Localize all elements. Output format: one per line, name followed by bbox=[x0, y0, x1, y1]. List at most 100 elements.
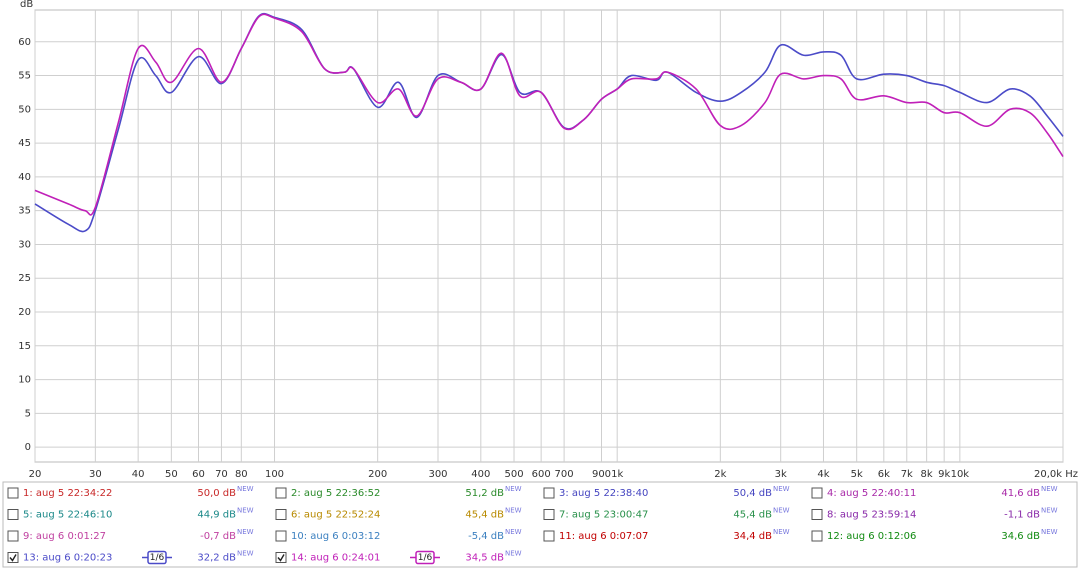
checkbox[interactable] bbox=[275, 509, 287, 520]
x-tick-label: 400 bbox=[471, 469, 490, 480]
measurement-reading: -0,7 dB bbox=[200, 531, 236, 542]
checkbox[interactable] bbox=[543, 487, 555, 499]
x-tick-label: 8k bbox=[921, 469, 933, 480]
measurement-name[interactable]: 2: aug 5 22:36:52 bbox=[291, 488, 380, 499]
y-tick-label: 20 bbox=[18, 307, 31, 318]
x-tick-label: 1k bbox=[611, 469, 623, 480]
new-badge: NEW bbox=[237, 550, 254, 558]
x-tick-label: 9k bbox=[938, 469, 950, 480]
checkbox[interactable] bbox=[7, 530, 19, 542]
new-badge: NEW bbox=[505, 485, 522, 493]
measurement-name[interactable]: 11: aug 6 0:07:07 bbox=[559, 531, 648, 542]
new-badge: NEW bbox=[237, 485, 254, 493]
measurement-reading: -5,4 dB bbox=[468, 531, 504, 542]
x-tick-label: 900 bbox=[592, 469, 611, 480]
x-tick-label: 50 bbox=[165, 469, 178, 480]
y-tick-label: 0 bbox=[25, 442, 31, 453]
y-tick-label: 55 bbox=[18, 71, 31, 82]
x-tick-label: 60 bbox=[192, 469, 205, 480]
measurement-name[interactable]: 9: aug 6 0:01:27 bbox=[23, 531, 106, 542]
checkbox[interactable] bbox=[543, 509, 555, 520]
checkbox[interactable] bbox=[7, 487, 19, 499]
y-tick-label: 45 bbox=[18, 138, 31, 149]
measurement-name[interactable]: 5: aug 5 22:46:10 bbox=[23, 510, 112, 521]
y-tick-label: 40 bbox=[18, 172, 31, 183]
x-tick-label: 40 bbox=[132, 469, 145, 480]
new-badge: NEW bbox=[773, 507, 790, 515]
checkbox[interactable] bbox=[811, 487, 823, 499]
x-tick-label: 6k bbox=[878, 469, 890, 480]
measurement-name[interactable]: 7: aug 5 23:00:47 bbox=[559, 510, 648, 521]
measurement-reading: 32,2 dB bbox=[197, 553, 236, 564]
measurement-reading: 45,4 dB bbox=[733, 510, 772, 521]
x-tick-label: 30 bbox=[89, 469, 102, 480]
x-tick-label: 200 bbox=[368, 469, 387, 480]
new-badge: NEW bbox=[773, 528, 790, 536]
measurement-name[interactable]: 13: aug 6 0:20:23 bbox=[23, 553, 112, 564]
y-tick-label: 5 bbox=[25, 408, 31, 419]
y-tick-label: 15 bbox=[18, 341, 31, 352]
x-tick-label: 100 bbox=[265, 469, 284, 480]
x-tick-label: 70 bbox=[215, 469, 228, 480]
y-tick-label: 30 bbox=[18, 239, 31, 250]
x-tick-label: 300 bbox=[428, 469, 447, 480]
plot-area bbox=[34, 9, 1064, 463]
measurement-name[interactable]: 4: aug 5 22:40:11 bbox=[827, 488, 916, 499]
x-tick-label: 80 bbox=[235, 469, 248, 480]
measurement-name[interactable]: 14: aug 6 0:24:01 bbox=[291, 553, 380, 564]
measurement-name[interactable]: 6: aug 5 22:52:24 bbox=[291, 510, 380, 521]
x-tick-label: 20 bbox=[29, 469, 42, 480]
new-badge: NEW bbox=[773, 485, 790, 493]
measurement-name[interactable]: 12: aug 6 0:12:06 bbox=[827, 531, 916, 542]
checkbox[interactable] bbox=[811, 509, 823, 520]
measurement-name[interactable]: 1: aug 5 22:34:22 bbox=[23, 488, 112, 499]
y-tick-label: 60 bbox=[18, 37, 31, 48]
x-tick-label: 4k bbox=[817, 469, 829, 480]
measurement-reading: 50,4 dB bbox=[733, 488, 772, 499]
checkbox[interactable] bbox=[275, 487, 287, 499]
smoothing-label: 1/6 bbox=[150, 553, 165, 563]
curve bbox=[34, 13, 1064, 216]
smoothing-box[interactable] bbox=[147, 550, 167, 565]
measurement-reading: 34,5 dB bbox=[465, 553, 504, 564]
x-tick-label: 500 bbox=[504, 469, 523, 480]
checkbox[interactable] bbox=[7, 552, 19, 563]
y-tick-label: 50 bbox=[18, 104, 31, 115]
measurement-reading: 34,6 dB bbox=[1001, 531, 1040, 542]
new-badge: NEW bbox=[1041, 528, 1058, 536]
measurement-reading: 51,2 dB bbox=[465, 488, 504, 499]
checkbox[interactable] bbox=[275, 530, 287, 542]
new-badge: NEW bbox=[237, 507, 254, 515]
new-badge: NEW bbox=[505, 550, 522, 558]
x-tick-label: 20,0k Hz bbox=[1034, 469, 1078, 480]
x-tick-label: 2k bbox=[714, 469, 726, 480]
smoothing-label: 1/6 bbox=[418, 553, 433, 563]
y-axis-label: dB bbox=[20, 0, 33, 10]
smoothing-box[interactable] bbox=[415, 550, 435, 565]
x-tick-label: 5k bbox=[851, 469, 863, 480]
measurement-reading: 41,6 dB bbox=[1001, 488, 1040, 499]
x-tick-label: 700 bbox=[555, 469, 574, 480]
y-tick-label: 10 bbox=[18, 375, 31, 386]
checkbox[interactable] bbox=[543, 530, 555, 542]
y-tick-label: 35 bbox=[18, 206, 31, 217]
checkbox[interactable] bbox=[275, 552, 287, 563]
x-tick-label: 10k bbox=[951, 469, 970, 480]
measurement-reading: 50,0 dB bbox=[197, 488, 236, 499]
x-tick-label: 7k bbox=[901, 469, 913, 480]
checkbox[interactable] bbox=[7, 509, 19, 520]
new-badge: NEW bbox=[237, 528, 254, 536]
checkbox[interactable] bbox=[811, 530, 823, 542]
measurement-name[interactable]: 8: aug 5 23:59:14 bbox=[827, 510, 916, 521]
measurement-reading: 45,4 dB bbox=[465, 510, 504, 521]
measurement-reading: 34,4 dB bbox=[733, 531, 772, 542]
y-tick-label: 25 bbox=[18, 273, 31, 284]
new-badge: NEW bbox=[505, 528, 522, 536]
new-badge: NEW bbox=[1041, 507, 1058, 515]
measurement-name[interactable]: 10: aug 6 0:03:12 bbox=[291, 531, 380, 542]
new-badge: NEW bbox=[505, 507, 522, 515]
checkmark bbox=[277, 554, 285, 562]
measurement-name[interactable]: 3: aug 5 22:38:40 bbox=[559, 488, 648, 499]
